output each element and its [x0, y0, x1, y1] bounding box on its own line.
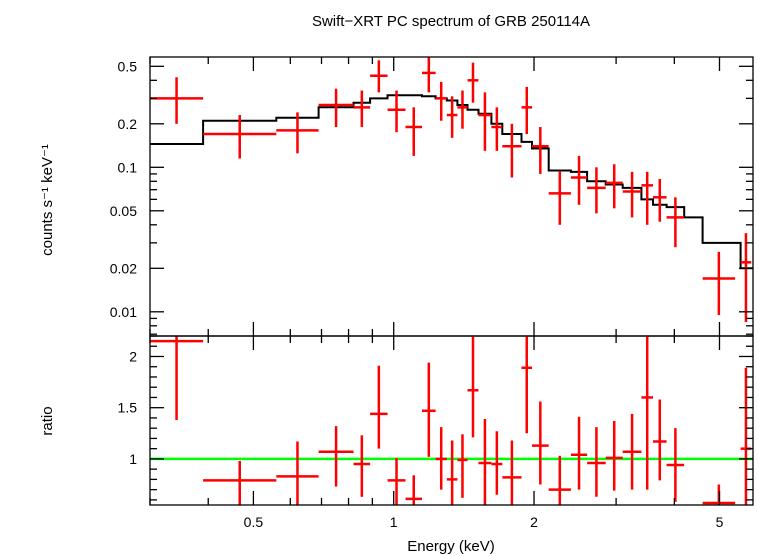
ratio-data-point-0	[150, 336, 204, 420]
spectrum-data-point-21	[605, 164, 623, 209]
spectrum-data-point-25	[666, 197, 685, 248]
ratio-data-point-8	[422, 362, 436, 457]
chart-title: Swift−XRT PC spectrum of GRB 250114A	[312, 13, 590, 30]
ratio-data-point-5	[370, 365, 388, 449]
spectrum-data-point-22	[622, 171, 642, 218]
spectrum-data-point-11	[457, 90, 468, 129]
x-tick-label: 1	[390, 514, 398, 530]
ratio-data-point-3	[318, 426, 354, 487]
ratio-data-point-23	[641, 336, 653, 490]
ratio-data-point-20	[587, 427, 606, 497]
spectrum-data-point-5	[370, 60, 388, 93]
spectrum-data-point-14	[491, 107, 503, 151]
spectrum-data-point-3	[318, 88, 354, 128]
spectrum-data-point-24	[652, 179, 667, 222]
spectrum-data-point-26	[702, 251, 736, 316]
spectrum-data-point-17	[531, 127, 549, 174]
spectrum-data-point-4	[353, 90, 371, 128]
spectrum-y-tick-label: 0.02	[110, 260, 137, 276]
ratio-data-point-10	[446, 440, 458, 505]
spectrum-data-point-2	[276, 112, 319, 154]
spectrum-y-tick-label: 0.1	[118, 159, 138, 175]
ratio-data-point-17	[531, 401, 549, 485]
x-tick-label: 0.5	[244, 514, 264, 530]
spectrum-data-point-12	[467, 62, 479, 103]
spectrum-y-tick-label: 0.5	[118, 58, 138, 74]
ratio-data-point-25	[666, 428, 685, 502]
spectrum-y-tick-label: 0.2	[118, 116, 138, 132]
ratio-panel-frame	[149, 335, 754, 506]
spectrum-data-point-9	[435, 81, 447, 121]
ratio-data-point-2	[276, 441, 319, 505]
ratio-data-point-6	[387, 457, 406, 505]
spectrum-data-point-1	[203, 115, 277, 159]
x-tick-label: 5	[716, 514, 724, 530]
ratio-data-point-19	[570, 416, 588, 490]
spectrum-data-point-27	[740, 233, 752, 322]
ratio-data-point-16	[521, 336, 532, 434]
data-points-layer	[150, 57, 752, 505]
spectrum-data-point-13	[478, 92, 492, 151]
spectrum-data-point-15	[502, 123, 522, 178]
spectrum-data-point-7	[405, 107, 423, 156]
ratio-data-point-9	[435, 427, 447, 490]
spectrum-data-point-16	[521, 86, 532, 135]
ratio-data-point-7	[405, 475, 423, 505]
ratio-data-point-12	[467, 336, 479, 438]
ratio-data-point-13	[478, 418, 492, 505]
model-layer	[150, 94, 753, 270]
ratio-data-point-21	[605, 421, 623, 491]
ratio-data-point-11	[457, 434, 468, 498]
ratio-data-point-4	[353, 435, 371, 497]
bottom-panel-y-axis-label: ratio	[39, 406, 56, 435]
x-axis-label: Energy (keV)	[407, 538, 495, 555]
model-curve	[150, 94, 753, 270]
spectrum-y-tick-label: 0.05	[110, 203, 137, 219]
ratio-data-point-1	[203, 460, 277, 505]
ratio-data-point-14	[491, 431, 503, 495]
ratio-data-point-22	[622, 413, 642, 490]
x-tick-label: 2	[530, 514, 538, 530]
spectrum-data-point-23	[641, 171, 653, 225]
spectrum-data-point-6	[387, 90, 406, 133]
spectrum-y-tick-label: 0.01	[110, 304, 137, 320]
ratio-y-tick-label: 1.5	[118, 400, 138, 416]
spectrum-data-point-20	[587, 167, 606, 214]
ratio-y-tick-label: 1	[129, 451, 137, 467]
ratio-y-tick-label: 2	[129, 348, 137, 364]
spectrum-data-point-18	[548, 171, 571, 225]
ratio-data-point-15	[502, 440, 522, 505]
top-panel-y-axis-label: counts s⁻¹ keV⁻¹	[39, 144, 56, 256]
axes-layer: 0.01 0.02 0.05 0.1 0.2 0.5 1 1.5 2 0.5 1 2 5	[110, 56, 754, 530]
ratio-data-point-18	[548, 455, 571, 505]
spectrum-data-point-8	[422, 57, 436, 93]
spectrum-data-point-19	[570, 155, 588, 205]
ratio-data-point-24	[652, 399, 667, 481]
spectrum-data-point-10	[446, 96, 458, 138]
spectrum-data-point-0	[150, 77, 204, 124]
